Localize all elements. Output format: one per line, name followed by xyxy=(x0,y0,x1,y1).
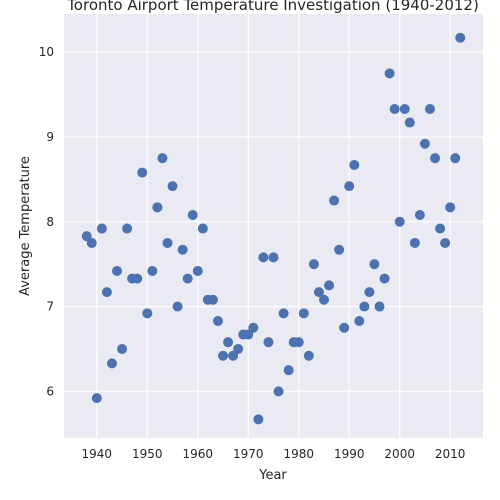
x-tick-label: 1940 xyxy=(82,447,113,461)
x-tick-label: 1950 xyxy=(132,447,163,461)
data-point xyxy=(96,223,107,234)
data-point xyxy=(369,259,380,270)
data-point xyxy=(283,365,294,376)
data-point xyxy=(132,273,143,284)
data-point xyxy=(389,103,400,114)
data-point xyxy=(424,103,435,114)
x-tick-label: 1990 xyxy=(334,447,365,461)
x-tick-label: 2010 xyxy=(435,447,466,461)
data-point xyxy=(344,181,355,192)
gridlines xyxy=(64,14,483,438)
data-point xyxy=(379,273,390,284)
data-points xyxy=(81,32,466,425)
data-point xyxy=(112,265,123,276)
data-point xyxy=(455,32,466,43)
y-tick-label: 6 xyxy=(46,384,54,398)
chart-title: Toronto Airport Temperature Investigatio… xyxy=(66,0,479,14)
data-point xyxy=(197,223,208,234)
data-point xyxy=(137,167,148,178)
y-tick-label: 8 xyxy=(46,215,54,229)
data-point xyxy=(253,414,264,425)
x-axis-label: Year xyxy=(258,468,287,483)
data-point xyxy=(167,181,178,192)
data-point xyxy=(142,308,153,319)
data-point xyxy=(324,280,335,291)
data-point xyxy=(419,138,430,149)
y-tick-label: 9 xyxy=(46,130,54,144)
data-point xyxy=(117,343,128,354)
data-point xyxy=(212,315,223,326)
y-tick-label: 7 xyxy=(46,300,54,314)
data-point xyxy=(258,252,269,263)
x-tick-label: 1960 xyxy=(183,447,214,461)
data-point xyxy=(394,216,405,227)
data-point xyxy=(349,159,360,170)
data-point xyxy=(147,265,158,276)
data-point xyxy=(334,244,345,255)
data-point xyxy=(298,308,309,319)
plot-area xyxy=(64,14,483,438)
x-tick-label: 2000 xyxy=(384,447,415,461)
data-point xyxy=(354,315,365,326)
data-point xyxy=(414,209,425,220)
data-point xyxy=(278,308,289,319)
x-tick-label: 1970 xyxy=(233,447,264,461)
data-point xyxy=(364,287,375,298)
data-point xyxy=(268,252,279,263)
data-point xyxy=(404,117,415,128)
y-axis-label: Average Temperature xyxy=(18,156,33,296)
data-point xyxy=(359,301,370,312)
y-tick-labels: 6 7 8 9 10 xyxy=(39,45,54,398)
y-tick-label: 10 xyxy=(39,45,54,59)
data-point xyxy=(273,386,284,397)
data-point xyxy=(106,358,117,369)
data-point xyxy=(409,237,420,248)
data-point xyxy=(223,337,234,348)
data-point xyxy=(162,237,173,248)
data-point xyxy=(430,153,441,164)
data-point xyxy=(157,153,168,164)
data-point xyxy=(329,195,340,206)
data-point xyxy=(263,337,274,348)
data-point xyxy=(313,287,324,298)
data-point xyxy=(450,153,461,164)
data-point xyxy=(218,350,229,361)
data-point xyxy=(384,68,395,79)
data-point xyxy=(374,301,385,312)
data-point xyxy=(177,244,188,255)
data-point xyxy=(399,103,410,114)
data-point xyxy=(308,259,319,270)
data-point xyxy=(435,223,446,234)
data-point xyxy=(152,202,163,213)
data-point xyxy=(440,237,451,248)
data-point xyxy=(303,350,314,361)
data-point xyxy=(207,294,218,305)
data-point xyxy=(293,337,304,348)
data-point xyxy=(187,209,198,220)
data-point xyxy=(91,393,102,404)
data-point xyxy=(86,237,97,248)
data-point xyxy=(182,273,193,284)
data-point xyxy=(248,322,259,333)
data-point xyxy=(101,287,112,298)
data-point xyxy=(318,294,329,305)
data-point xyxy=(233,343,244,354)
data-point xyxy=(172,301,183,312)
x-tick-labels: 1940 1950 1960 1970 1980 1990 2000 2010 xyxy=(82,447,466,461)
data-point xyxy=(445,202,456,213)
data-point xyxy=(339,322,350,333)
data-point xyxy=(192,265,203,276)
x-tick-label: 1980 xyxy=(283,447,314,461)
data-point xyxy=(122,223,133,234)
